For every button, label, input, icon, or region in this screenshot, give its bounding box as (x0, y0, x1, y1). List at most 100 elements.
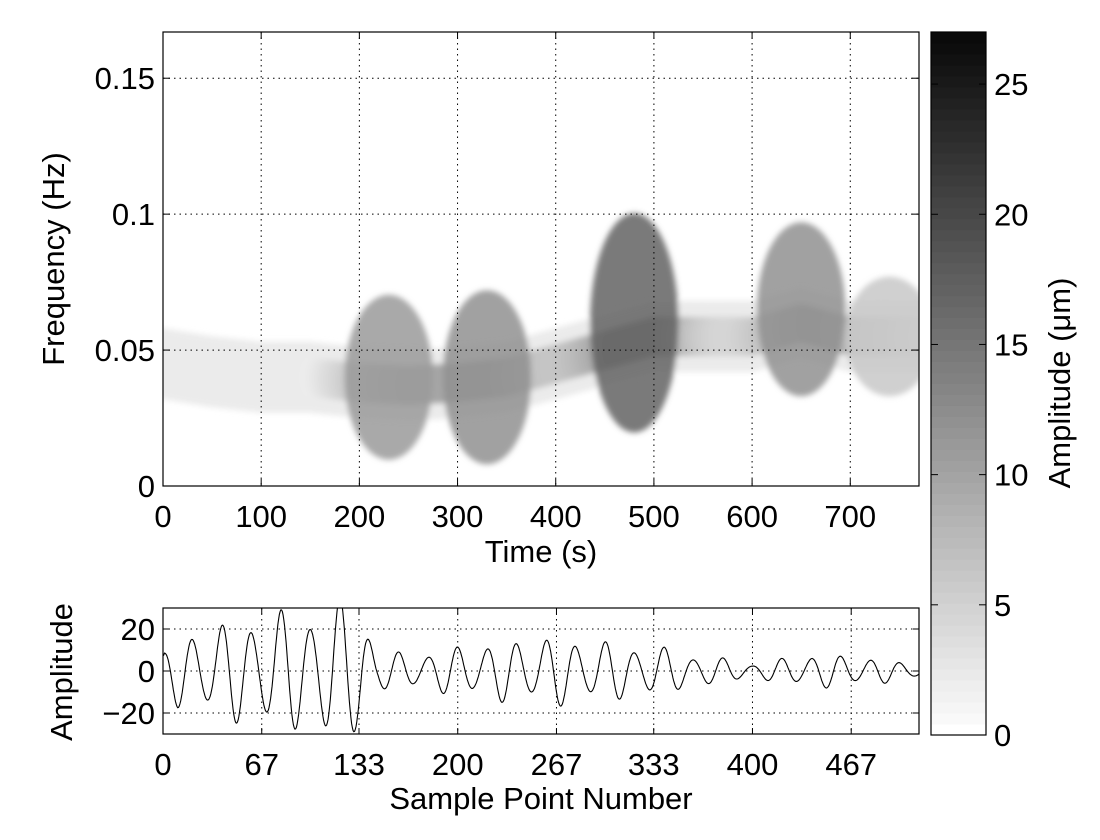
time-tick-label: 200 (333, 499, 385, 534)
spectrogram-peak-4 (757, 222, 846, 397)
spectrogram-grid (163, 32, 919, 486)
colorbar-band (931, 581, 986, 593)
sample-tick-label: 267 (531, 747, 583, 782)
colorbar: 0 5 10 15 20 25 Amplitude (μm) (930, 31, 1077, 753)
colorbar-tick-label: 15 (994, 327, 1028, 362)
sample-axis-label: Sample Point Number (389, 781, 692, 816)
colorbar-band (931, 724, 986, 736)
colorbar-tick-label: 20 (994, 197, 1028, 232)
colorbar-band (931, 394, 986, 406)
spectrogram-peak-1 (344, 294, 433, 460)
colorbar-frame (930, 31, 987, 736)
time-tick-label: 0 (154, 499, 171, 534)
sample-tick-label: 333 (628, 747, 680, 782)
colorbar-band (931, 240, 986, 253)
sample-tick-label: 467 (825, 747, 877, 782)
colorbar-band (931, 339, 986, 352)
spectrogram-peak-5 (845, 276, 919, 397)
colorbar-band (931, 185, 986, 198)
colorbar-band (931, 383, 986, 395)
colorbar-band (931, 405, 986, 417)
spectrogram-peak-3 (590, 213, 679, 433)
sample-axis-ticks: 0 67 133 200 267 333 400 467 (154, 608, 877, 782)
time-tick-label: 100 (235, 499, 287, 534)
colorbar-band (931, 42, 986, 55)
time-axis-ticks: 0 100 200 300 400 500 600 700 (154, 32, 876, 534)
colorbar-band (931, 251, 986, 264)
colorbar-band (931, 229, 986, 242)
colorbar-band (931, 559, 986, 571)
time-axis-label: Time (s) (485, 534, 598, 569)
colorbar-band (931, 691, 986, 703)
amplitude-tick-label: 0 (138, 654, 155, 689)
colorbar-band (931, 295, 986, 308)
frequency-axis-label: Frequency (Hz) (36, 152, 71, 366)
colorbar-band (931, 515, 986, 527)
colorbar-band (931, 350, 986, 363)
colorbar-band (931, 416, 986, 428)
colorbar-band (931, 713, 986, 725)
frequency-tick-label: 0.15 (95, 61, 155, 96)
colorbar-band (931, 119, 986, 132)
time-tick-label: 600 (726, 499, 778, 534)
colorbar-band (931, 97, 986, 110)
colorbar-band (931, 548, 986, 560)
colorbar-label: Amplitude (μm) (1042, 278, 1077, 489)
colorbar-band (931, 218, 986, 231)
waveform-series-line (163, 608, 919, 733)
colorbar-band (931, 32, 986, 44)
colorbar-band (931, 130, 986, 143)
sample-tick-label: 133 (333, 747, 385, 782)
colorbar-tick-label: 5 (994, 588, 1011, 623)
colorbar-band (931, 53, 986, 66)
colorbar-gradient (931, 32, 986, 736)
sample-tick-label: 0 (154, 747, 171, 782)
colorbar-band (931, 636, 986, 648)
colorbar-band (931, 449, 986, 461)
sample-tick-label: 200 (432, 747, 484, 782)
colorbar-band (931, 614, 986, 626)
colorbar-band (931, 482, 986, 494)
spectrogram-energy (163, 213, 919, 465)
colorbar-band (931, 361, 986, 374)
amplitude-tick-label: −20 (102, 696, 155, 731)
colorbar-band (931, 174, 986, 187)
colorbar-band (931, 669, 986, 681)
colorbar-band (931, 306, 986, 319)
colorbar-band (931, 207, 986, 220)
waveform-panel: 0 67 133 200 267 333 400 467 −20 0 20 Sample Poin… (44, 603, 920, 816)
colorbar-band (931, 328, 986, 341)
colorbar-band (931, 64, 986, 77)
time-tick-label: 400 (530, 499, 582, 534)
colorbar-band (931, 108, 986, 121)
colorbar-band (931, 75, 986, 88)
colorbar-band (931, 603, 986, 615)
colorbar-ticks: 0 5 10 15 20 25 (931, 67, 1028, 753)
colorbar-band (931, 647, 986, 659)
amplitude-tick-label: 20 (121, 612, 155, 647)
colorbar-band (931, 317, 986, 330)
colorbar-band (931, 471, 986, 483)
frequency-axis-ticks: 0 0.05 0.1 0.15 (95, 61, 919, 504)
colorbar-band (931, 372, 986, 384)
colorbar-band (931, 152, 986, 165)
colorbar-tick-label: 0 (994, 718, 1011, 753)
spectrogram-panel: 0 100 200 300 400 500 600 700 0 0.05 0.1 0.15 Time… (36, 31, 920, 569)
time-tick-label: 700 (824, 499, 876, 534)
colorbar-band (931, 526, 986, 538)
frequency-tick-label: 0.05 (95, 333, 155, 368)
waveform-grid (163, 608, 919, 734)
sample-tick-label: 67 (244, 747, 278, 782)
colorbar-band (931, 592, 986, 604)
colorbar-band (931, 493, 986, 505)
colorbar-band (931, 702, 986, 714)
frequency-tick-label: 0 (138, 469, 155, 504)
colorbar-band (931, 680, 986, 692)
colorbar-band (931, 196, 986, 209)
colorbar-band (931, 460, 986, 472)
colorbar-band (931, 163, 986, 176)
colorbar-band (931, 504, 986, 516)
colorbar-band (931, 658, 986, 670)
amplitude-axis-ticks: −20 0 20 (102, 612, 919, 731)
